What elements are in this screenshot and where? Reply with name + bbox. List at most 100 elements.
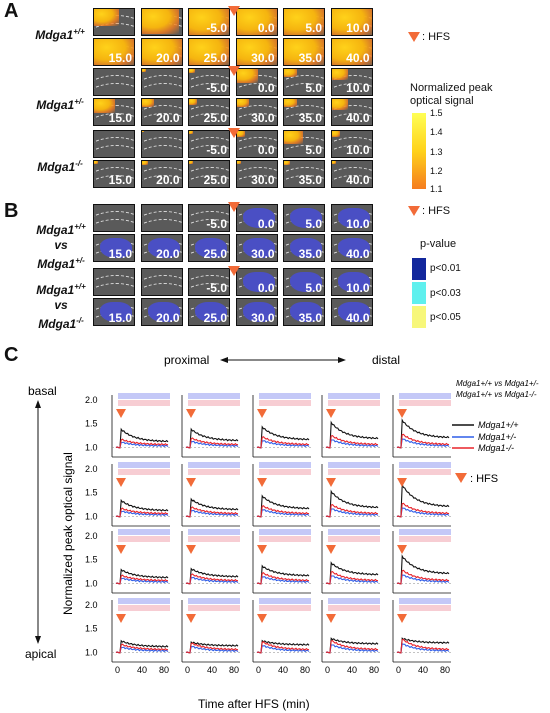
trace-line bbox=[396, 554, 450, 585]
time-label: 25.0 bbox=[203, 111, 227, 125]
sig-strip-ko bbox=[399, 605, 451, 611]
time-label: 25.0 bbox=[203, 311, 227, 325]
y-tick-label: 1.0 bbox=[85, 442, 98, 452]
sig-strip-het bbox=[118, 598, 170, 604]
heatmap-tile bbox=[93, 8, 135, 36]
arrow-left-icon bbox=[220, 357, 228, 363]
trace-line bbox=[115, 438, 169, 449]
trace-line bbox=[396, 418, 450, 449]
sig-strip-ko bbox=[259, 536, 311, 542]
trace-line bbox=[396, 643, 450, 654]
sig-strip-het bbox=[259, 598, 311, 604]
heatmap-tile: 5.0 bbox=[283, 68, 325, 96]
sig-strip-ko bbox=[188, 400, 240, 406]
sig-strip-het bbox=[259, 393, 311, 399]
heatmap-tile: 10.0 bbox=[330, 130, 373, 158]
significance-tile: 35.0 bbox=[283, 234, 325, 262]
hfs-triangle-icon bbox=[227, 6, 240, 16]
significance-tile: 15.0 bbox=[93, 234, 135, 262]
y-tick-label: 2.0 bbox=[85, 600, 98, 610]
significance-tile: 30.0 bbox=[235, 298, 278, 326]
trace-line bbox=[396, 638, 450, 654]
colorbar-title-line2: optical signal bbox=[410, 95, 474, 107]
hfs-triangle-icon bbox=[326, 478, 336, 487]
trace-line bbox=[185, 506, 239, 518]
y-tick-label: 1.5 bbox=[85, 624, 98, 634]
colorbar-tick: 1.3 bbox=[430, 147, 443, 157]
trace-line bbox=[185, 576, 239, 585]
sig-strip-ko bbox=[259, 469, 311, 475]
time-label: 25.0 bbox=[203, 51, 227, 65]
trace-line bbox=[256, 505, 310, 518]
trace-line bbox=[396, 569, 450, 585]
y-tick-label: 1.0 bbox=[85, 511, 98, 521]
time-label: 10.0 bbox=[346, 143, 370, 157]
time-label: 40.0 bbox=[346, 247, 370, 261]
basal-label: basal bbox=[28, 384, 57, 398]
trace-panel bbox=[321, 462, 380, 527]
heatmap-tile: 5.0 bbox=[283, 130, 325, 158]
significance-region bbox=[147, 302, 180, 322]
x-tick-label: 40 bbox=[137, 665, 147, 675]
sig-strip-het bbox=[328, 598, 380, 604]
trace-line bbox=[185, 645, 239, 654]
pvalue-swatch-003 bbox=[412, 282, 426, 304]
time-label: 0.0 bbox=[257, 21, 275, 35]
heatmap-tile: 20.0 bbox=[140, 98, 183, 126]
trace-panel bbox=[252, 462, 311, 527]
trace-panel bbox=[321, 393, 380, 458]
significance-region bbox=[242, 208, 275, 228]
trace-panel bbox=[252, 529, 311, 594]
time-label: 15.0 bbox=[108, 111, 132, 125]
hfs-triangle-icon bbox=[257, 409, 267, 418]
significance-tile: 20.0 bbox=[140, 298, 183, 326]
panel-b-row-label-1: Mdga1+/+ vs Mdga1+/- bbox=[36, 222, 86, 271]
significance-tile: 20.0 bbox=[140, 234, 183, 262]
sig-strip-het bbox=[399, 598, 451, 604]
x-tick-label: 80 bbox=[229, 665, 239, 675]
apical-label: apical bbox=[25, 647, 56, 661]
sig-strip-ko bbox=[118, 469, 170, 475]
trace-panel bbox=[392, 462, 451, 527]
heatmap-tile: 5.0 bbox=[283, 8, 325, 36]
sig-strip-het bbox=[399, 393, 451, 399]
pvalue-title: p-value bbox=[420, 238, 457, 250]
trace-panel: 0 40 80 bbox=[392, 598, 451, 675]
hfs-triangle-icon bbox=[326, 545, 336, 554]
time-label: 30.0 bbox=[251, 247, 275, 261]
sig-strip-het bbox=[259, 462, 311, 468]
sig-strip-ko bbox=[399, 469, 451, 475]
significance-tile: 10.0 bbox=[330, 204, 373, 232]
sig-strip-het bbox=[328, 529, 380, 535]
trace-line bbox=[256, 440, 310, 449]
trace-line bbox=[325, 639, 379, 654]
trace-panel: 0 40 80 bbox=[252, 598, 311, 675]
trace-line bbox=[115, 574, 169, 585]
trace-line bbox=[325, 508, 379, 518]
trace-panel bbox=[392, 529, 451, 594]
colorbar-title-line1: Normalized peak bbox=[410, 82, 493, 94]
significance-tile: 35.0 bbox=[283, 298, 325, 326]
colorbar bbox=[412, 113, 426, 189]
significance-tile: 5.0 bbox=[283, 268, 325, 296]
panel-c-small-multiples: 2.0 1.5 1.0 2.0 1.5 1.0 2.0 1.5 1.0 0 40 80 0 40 80 0 40… bbox=[85, 393, 451, 675]
heatmap-tile bbox=[93, 68, 135, 96]
sig-strip-ko bbox=[188, 469, 240, 475]
significance-region bbox=[290, 272, 322, 292]
proximal-label: proximal bbox=[164, 353, 209, 367]
panel-b-letter: B bbox=[4, 200, 19, 222]
time-label: 20.0 bbox=[156, 173, 180, 187]
significance-tile: 10.0 bbox=[330, 268, 373, 296]
significance-tile: 40.0 bbox=[330, 234, 373, 262]
trace-line bbox=[115, 568, 169, 585]
pvalue-label: p<0.01 bbox=[430, 263, 461, 274]
heatmap-tile bbox=[140, 130, 183, 158]
trace-line bbox=[396, 502, 450, 518]
colorbar-tick: 1.1 bbox=[430, 184, 443, 194]
sig-strip-ko bbox=[328, 469, 380, 475]
trace-line bbox=[325, 637, 379, 654]
comparison-legend-2: Mdga1+/+ vs Mdga1-/- bbox=[456, 390, 537, 399]
significance-region bbox=[100, 302, 132, 322]
heatmap-tile: 25.0 bbox=[188, 38, 230, 66]
time-label: 10.0 bbox=[346, 81, 370, 95]
